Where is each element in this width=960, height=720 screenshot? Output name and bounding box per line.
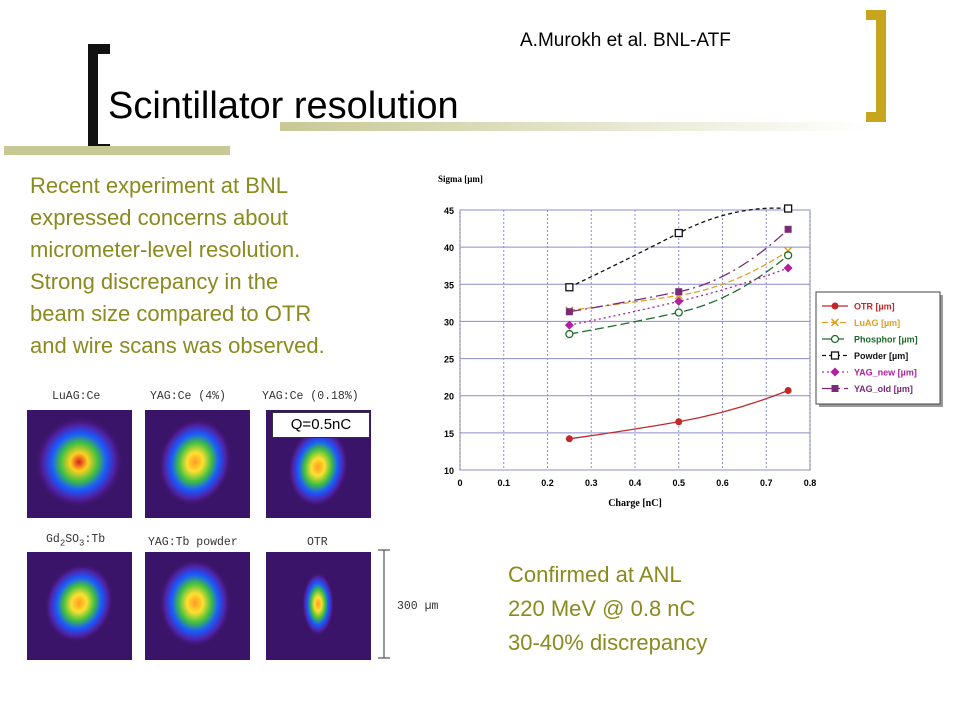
data-point: [565, 435, 573, 443]
confirm-line: Confirmed at ANL: [508, 562, 682, 587]
data-point: [565, 329, 574, 339]
left-bracket-vertical: [88, 44, 98, 154]
grid-layer: [459, 209, 811, 471]
confirm-line: 220 MeV @ 0.8 nC: [508, 596, 696, 621]
x-tick-label: 0.2: [541, 478, 554, 488]
label-part: Gd: [46, 533, 60, 546]
y-tick-label: 15: [444, 429, 454, 439]
data-point: [783, 251, 793, 260]
legend-box: [815, 291, 941, 405]
beam-spot: [302, 572, 334, 636]
slide-title: Scintillator resolution: [108, 85, 459, 127]
legend-entry: YAG_new [µm]: [854, 368, 917, 378]
right-bracket-top: [866, 10, 886, 20]
scale-label: 300 µm: [397, 600, 439, 613]
data-point: [564, 320, 574, 330]
y-tick-label: 25: [444, 355, 454, 365]
right-bracket-vertical: [876, 10, 886, 122]
confirmation-note: Confirmed at ANL 220 MeV @ 0.8 nC 30-40%…: [508, 558, 707, 660]
legend-layer: OTR [µm] LuAG [µm] Phosphor [µm] Powder [µm…: [815, 291, 943, 407]
data-point: [830, 318, 840, 327]
label-subscript: 3: [79, 538, 85, 549]
x-tick-label: 0: [457, 478, 462, 488]
beam-spot: [287, 427, 349, 507]
label-part: SO: [65, 533, 80, 546]
y-tick-label: 45: [444, 206, 454, 216]
data-point: [784, 387, 792, 395]
author-credit: A.Murokh et al. BNL-ATF: [520, 30, 731, 51]
y-axis-label: Sigma [µm]: [438, 174, 483, 184]
x-tick-label: 0.1: [497, 478, 510, 488]
left-accent-bar: [4, 146, 230, 155]
right-bracket-bottom: [866, 112, 886, 122]
x-tick-label: 0.4: [629, 478, 642, 488]
y-tick-label: 40: [444, 243, 454, 253]
legend-entry: OTR [µm]: [854, 302, 895, 312]
scale-bar: [378, 549, 390, 659]
label-subscript: 2: [59, 538, 66, 549]
data-point: [830, 334, 840, 344]
data-point: [830, 351, 840, 360]
data-point: [565, 283, 574, 292]
image-label-yag-018: YAG:Ce (0.18%): [262, 390, 359, 403]
body-line: Recent experiment at BNL: [30, 173, 289, 198]
y-tick-label: 20: [444, 392, 454, 402]
y-tick-label: 30: [444, 317, 454, 327]
data-point: [831, 385, 839, 392]
series-layer: [564, 204, 793, 443]
beam-spot: [44, 563, 114, 643]
data-point: [675, 288, 683, 296]
body-line: beam size compared to OTR: [30, 301, 312, 326]
x-tick-label: 0.5: [672, 478, 685, 488]
body-line: micrometer-level resolution.: [30, 237, 301, 262]
x-axis-label: Charge [nC]: [608, 498, 662, 509]
body-line: Strong discrepancy in the: [30, 269, 279, 294]
x-tick-label: 0.8: [804, 478, 817, 488]
data-point: [830, 367, 840, 377]
data-point: [784, 225, 792, 233]
label-part: :Tb: [84, 533, 106, 546]
x-tick-label: 0.7: [760, 478, 773, 488]
legend-entry: Powder [µm]: [854, 351, 908, 361]
data-point: [674, 296, 684, 306]
sigma-vs-charge-chart: 10 15 20 25 30 35 40 45 0 0.1 0.2 0.3 0.4 0.5 0.6 0.7 0.…: [438, 174, 943, 509]
legend-entry: Phosphor [µm]: [854, 335, 918, 345]
y-tick-label: 35: [444, 280, 454, 290]
beam-spot: [158, 418, 232, 506]
legend-entry: YAG_old [µm]: [854, 384, 913, 394]
legend-entry: LuAG [µm]: [854, 318, 900, 328]
image-label-yag-tb-powder: YAG:Tb powder: [148, 536, 238, 549]
data-point: [674, 308, 683, 317]
image-label-gd2so3: Gd2SO3:Tb: [46, 533, 105, 548]
data-point: [783, 204, 793, 213]
x-tick-label: 0.3: [585, 478, 598, 488]
beam-spot: [34, 416, 124, 508]
title-underline-bar: [280, 122, 870, 131]
image-label-luag: LuAG:Ce: [52, 390, 101, 403]
data-point: [783, 263, 793, 273]
x-tick-label: 0.6: [716, 478, 729, 488]
beam-spot: [159, 559, 231, 647]
body-paragraph: Recent experiment at BNL expressed conce…: [30, 170, 410, 362]
y-tick-label: 10: [444, 466, 454, 476]
data-point: [674, 228, 683, 238]
axis-layer: 10 15 20 25 30 35 40 45 0 0.1 0.2 0.3 0.4 0.5 0.6 0.7 0.…: [438, 174, 816, 509]
data-point: [565, 308, 573, 316]
body-line: expressed concerns about: [30, 205, 289, 230]
data-point: [831, 302, 839, 310]
left-bracket-top: [88, 44, 110, 54]
charge-label-box: Q=0.5nC: [272, 412, 370, 438]
data-point: [675, 418, 683, 426]
confirm-line: 30-40% discrepancy: [508, 630, 708, 655]
image-label-yag-4: YAG:Ce (4%): [150, 390, 226, 403]
image-label-otr: OTR: [307, 536, 328, 549]
body-line: and wire scans was observed.: [30, 333, 325, 358]
